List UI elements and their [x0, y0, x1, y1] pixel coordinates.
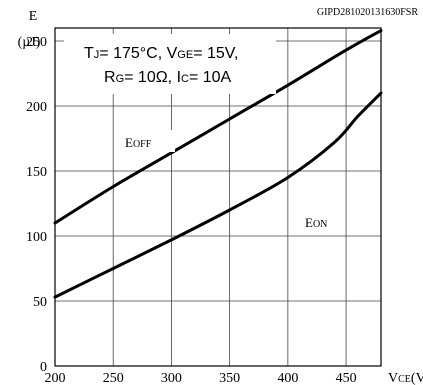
y-tick-label: 0 [40, 360, 47, 375]
eon-label-main: E [305, 215, 313, 230]
conditions-line-1: TJ= 175°C, VGE= 15V, [84, 45, 238, 62]
conditions-line-2: RG= 10Ω, IC= 10A [104, 69, 232, 86]
conditions-box-bg [64, 34, 276, 94]
vge-sub: GE [177, 49, 193, 61]
y-tick-label: 200 [26, 100, 47, 115]
curves [53, 29, 383, 299]
y-tick-label: 50 [33, 295, 47, 310]
y-tick-label: 150 [26, 165, 47, 180]
x-axis-label: VCE(V) [388, 371, 423, 385]
figure-code: GIPD281020131630FSR [317, 7, 418, 18]
y-axis-label: E [29, 9, 38, 24]
eoff-label: EOFF [125, 135, 152, 150]
ic-sub: C [181, 73, 189, 85]
x-tick-label: 350 [219, 371, 240, 385]
x-tick-label: 450 [336, 371, 357, 385]
eoff-label-bg [121, 130, 175, 152]
tj-value: = 175°C, [99, 45, 166, 62]
series-line-eon [53, 91, 383, 299]
eon-label-sub: ON [313, 219, 327, 230]
rg-symbol: R [104, 69, 116, 86]
eoff-label-main: E [125, 135, 133, 150]
eon-label: EON [305, 215, 327, 230]
tj-sub: J [94, 49, 100, 61]
vge-value: = 15V, [193, 45, 238, 62]
x-tick-label: 200 [45, 371, 66, 385]
x-tick-labels: 200 250 300 350 400 450 [45, 371, 357, 385]
plot-frame [54, 27, 382, 367]
y-tick-label: 100 [26, 230, 47, 245]
vge-symbol: V [167, 45, 178, 62]
ic-value: = 10A [189, 69, 232, 86]
series-line-eoff [53, 29, 383, 225]
x-axis-label-main: V [388, 371, 398, 385]
eoff-label-sub: OFF [133, 139, 152, 150]
y-tick-labels: 0 50 100 150 200 250 [26, 35, 47, 375]
tj-symbol: T [84, 45, 94, 62]
ic-symbol: I [177, 69, 181, 86]
x-tick-label: 300 [161, 371, 182, 385]
y-tick-label: 250 [26, 35, 47, 50]
x-axis-label-sub: CE [398, 374, 411, 385]
rg-value: = 10Ω, [124, 69, 176, 86]
x-tick-label: 400 [277, 371, 298, 385]
rg-sub: G [116, 73, 125, 85]
x-tick-label: 250 [103, 371, 124, 385]
y-axis-unit: (µJ) [18, 35, 41, 50]
eon-label-bg [298, 210, 342, 232]
x-axis-label-unit: (V) [411, 371, 423, 385]
